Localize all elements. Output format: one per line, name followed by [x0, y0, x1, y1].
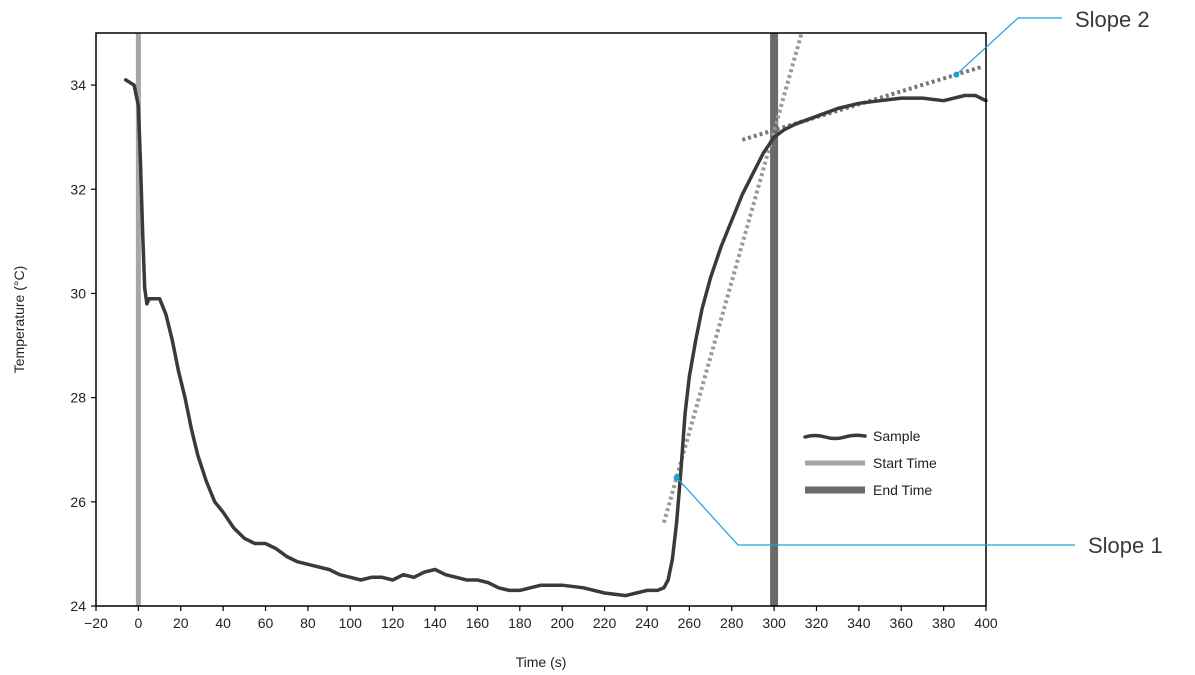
- x-tick-label: 380: [932, 615, 956, 631]
- slope-1-dot: [673, 474, 680, 481]
- x-axis-ticks: −20 0 20 40 60 80 100 120 140 160 180 200 220 240 260 2…: [84, 606, 998, 631]
- x-tick-label: 340: [847, 615, 871, 631]
- x-tick-label: 80: [300, 615, 316, 631]
- legend-sample-swatch: [803, 433, 867, 441]
- y-axis-ticks: 24 26 28 30 32 34: [70, 77, 96, 614]
- x-tick-label: 240: [635, 615, 659, 631]
- y-tick-label: 24: [70, 598, 86, 614]
- slope-2-dot: [953, 71, 960, 78]
- slope-lines: [661, 33, 983, 524]
- slope-2-label: Slope 2: [1075, 7, 1150, 32]
- x-tick-label: 120: [381, 615, 405, 631]
- legend-start-time-label: Start Time: [873, 455, 937, 471]
- legend: Sample Start Time End Time: [803, 428, 937, 498]
- x-tick-label: 400: [974, 615, 998, 631]
- series-lines: [123, 78, 988, 598]
- series-sample-line: [123, 78, 988, 598]
- x-tick-label: 140: [423, 615, 447, 631]
- x-axis-title: Time (s): [516, 654, 567, 670]
- x-tick-label: −20: [84, 615, 108, 631]
- x-tick-label: 40: [215, 615, 231, 631]
- x-tick-label: 300: [762, 615, 786, 631]
- y-tick-label: 28: [70, 390, 86, 406]
- x-tick-label: 260: [678, 615, 702, 631]
- slope-1-leader: [676, 477, 1075, 546]
- slope-1-line: [661, 33, 804, 524]
- x-tick-label: 20: [173, 615, 189, 631]
- slope-callouts: Slope 1 Slope 2: [673, 7, 1163, 558]
- x-tick-label: 160: [466, 615, 490, 631]
- x-tick-label: 220: [593, 615, 617, 631]
- x-tick-label: 100: [339, 615, 363, 631]
- slope-2-leader: [955, 17, 1062, 76]
- time-marker-lines: [135, 33, 779, 606]
- x-tick-label: 0: [134, 615, 142, 631]
- y-tick-label: 26: [70, 494, 86, 510]
- y-tick-label: 34: [70, 77, 86, 93]
- y-tick-label: 30: [70, 285, 86, 301]
- legend-end-time-label: End Time: [873, 482, 932, 498]
- y-axis-title: Temperature (°C): [11, 266, 27, 374]
- x-tick-label: 280: [720, 615, 744, 631]
- plot-area-frame: [95, 32, 987, 607]
- x-tick-label: 200: [551, 615, 575, 631]
- x-tick-label: 180: [508, 615, 532, 631]
- x-tick-label: 60: [258, 615, 274, 631]
- legend-sample-label: Sample: [873, 428, 921, 444]
- x-tick-label: 360: [890, 615, 914, 631]
- x-tick-label: 320: [805, 615, 829, 631]
- y-tick-label: 32: [70, 181, 86, 197]
- slope-1-label: Slope 1: [1088, 533, 1163, 558]
